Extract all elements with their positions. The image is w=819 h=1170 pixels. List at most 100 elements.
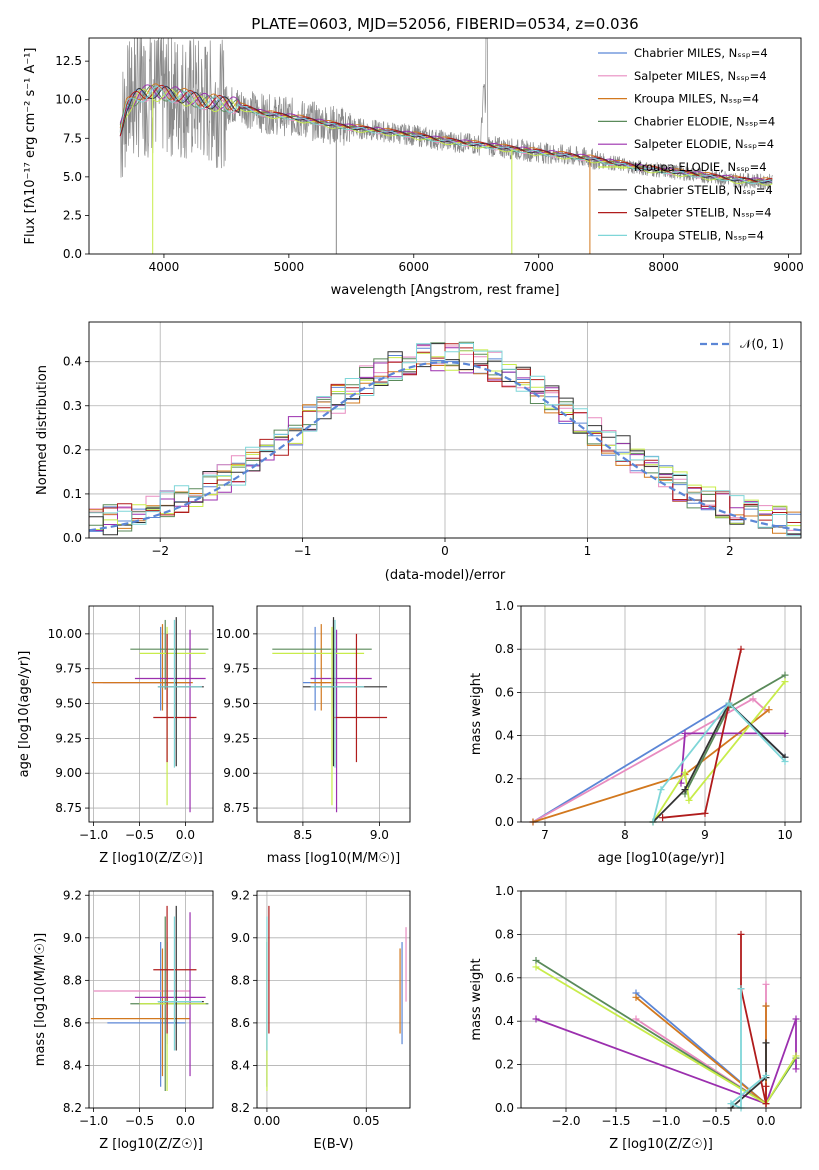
y-tick-label: 8.8 <box>63 973 82 987</box>
x-axis-label: Z [log10(Z/Z☉)] <box>99 851 203 866</box>
y-tick-label: 8.6 <box>63 1016 82 1030</box>
x-tick-label: 5000 <box>274 260 305 274</box>
y-tick-label: 8.2 <box>63 1101 82 1115</box>
weight-marker <box>781 758 789 766</box>
weight-marker <box>762 1100 770 1108</box>
y-tick-label: 8.4 <box>63 1058 82 1072</box>
legend-label: Salpeter ELODIE, Nₛₛₚ=4 <box>634 137 774 151</box>
y-tick-label: 0.3 <box>63 399 82 413</box>
axes-frame <box>88 890 214 1109</box>
y-tick-label: 8.75 <box>223 801 250 815</box>
y-tick-label: 9.75 <box>223 662 250 676</box>
y-tick-label: 9.00 <box>55 766 82 780</box>
weight-marker <box>737 645 745 653</box>
x-tick-label: −0.5 <box>125 1114 154 1128</box>
weight-marker <box>762 1002 770 1010</box>
weight-line-salpeter-miles <box>532 697 766 823</box>
weight-marker <box>532 956 540 964</box>
x-axis-label: (data-model)/error <box>385 568 506 583</box>
weight-marker <box>792 1052 800 1060</box>
legend-label: Chabrier ELODIE, Nₛₛₚ=4 <box>634 114 775 128</box>
y-tick-label: 0.1 <box>63 487 82 501</box>
axes-frame <box>256 605 411 823</box>
weight-line-salpeter-elodie <box>535 1018 797 1105</box>
weight-marker <box>659 814 667 822</box>
x-axis-label: E(B-V) <box>313 1137 353 1152</box>
x-tick-label: −1.0 <box>651 1114 680 1128</box>
y-axis-label: Normed distribution <box>35 365 50 495</box>
y-tick-label: 9.0 <box>63 931 82 945</box>
weight-marker <box>737 985 745 993</box>
x-tick-label: 0.0 <box>176 1114 195 1128</box>
weight-marker <box>532 963 540 971</box>
y-tick-label: 5.0 <box>63 170 82 184</box>
spectrum-data-line <box>119 38 773 190</box>
y-tick-label: 7.5 <box>63 131 82 145</box>
panel-6: 0.00 0.05 8.2 8.4 8.6 8.8 9.0 9.2 E(B-V) <box>231 888 411 1152</box>
panel-2: −1.0 −0.5 0.0 8.75 9.00 9.25 9.50 9.75 10.00 Z [l… <box>17 605 214 866</box>
x-tick-label: −1.5 <box>601 1114 630 1128</box>
legend-label: Chabrier STELIB, Nₛₛₚ=4 <box>634 183 773 197</box>
x-tick-label: −1 <box>294 544 312 558</box>
y-axis-label: mass weight <box>469 958 484 1040</box>
y-tick-label: 0.0 <box>495 1101 514 1115</box>
x-tick-label: 9 <box>701 828 709 842</box>
x-tick-label: 8000 <box>648 260 679 274</box>
y-tick-label: 0.0 <box>495 815 514 829</box>
y-tick-label: 0.4 <box>495 1014 514 1028</box>
y-tick-label: 10.0 <box>55 93 82 107</box>
weight-marker <box>681 729 689 737</box>
x-tick-label: 0.05 <box>353 1114 380 1128</box>
x-axis-label: mass [log10(M/M☉)] <box>267 851 400 866</box>
x-axis-label: Z [log10(Z/Z☉)] <box>99 1137 203 1152</box>
weight-line-salpeter-miles <box>635 984 767 1106</box>
x-tick-label: 0.0 <box>176 828 195 842</box>
y-tick-label: 0.4 <box>495 729 514 743</box>
y-tick-label: 1.0 <box>495 599 514 613</box>
y-tick-label: 9.2 <box>231 888 250 902</box>
figure-title: PLATE=0603, MJD=52056, FIBERID=0534, z=0… <box>251 15 638 33</box>
weight-marker <box>792 1015 800 1023</box>
x-tick-label: 4000 <box>149 260 180 274</box>
y-axis-label: Flux [fλ10⁻¹⁷ erg cm⁻² s⁻¹ A⁻¹] <box>23 48 38 245</box>
x-tick-label: 0 <box>441 544 449 558</box>
y-tick-label: 0.2 <box>495 772 514 786</box>
y-tick-label: 1.0 <box>495 884 514 898</box>
axes-frame <box>256 890 411 1109</box>
legend-label: Salpeter STELIB, Nₛₛₚ=4 <box>634 206 772 220</box>
weight-line-kroupa-miles <box>532 708 770 823</box>
y-tick-label: 8.75 <box>55 801 82 815</box>
legend-label: Salpeter MILES, Nₛₛₚ=4 <box>634 69 767 83</box>
spectrum-model-line-kroupa-stelib <box>119 86 773 184</box>
weight-marker <box>762 1082 770 1090</box>
weight-marker <box>532 1015 540 1023</box>
y-tick-label: 0.0 <box>63 531 82 545</box>
spectrum-model-line-chabrier-stelib <box>119 86 773 184</box>
x-tick-label: 10 <box>777 828 792 842</box>
x-tick-label: −2 <box>151 544 169 558</box>
weight-marker <box>632 1015 640 1023</box>
weight-marker <box>762 980 770 988</box>
weight-marker <box>727 1100 735 1108</box>
weight-marker <box>701 809 709 817</box>
x-tick-label: −0.5 <box>125 828 154 842</box>
weight-line-kroupa-stelib <box>729 988 767 1110</box>
axes-frame <box>520 605 802 823</box>
x-tick-label: −0.5 <box>701 1114 730 1128</box>
x-tick-label: 8 <box>621 828 629 842</box>
y-tick-label: 0.8 <box>495 927 514 941</box>
weight-marker <box>765 706 773 714</box>
y-axis-label: mass [log10(M/M☉)] <box>33 933 48 1066</box>
y-axis-label: mass weight <box>469 673 484 755</box>
legend-label: Kroupa MILES, Nₛₛₚ=4 <box>634 92 759 106</box>
weight-marker <box>781 678 789 686</box>
weight-line-chabrier-stelib <box>652 701 786 823</box>
weight-marker <box>762 1071 770 1079</box>
y-tick-label: 0.0 <box>63 247 82 261</box>
y-tick-label: 0.2 <box>63 443 82 457</box>
panel-0: 4000 5000 6000 7000 8000 9000 0.0 2.5 5.0 7.5 10.0… <box>23 37 804 298</box>
weight-line-salpeter-stelib <box>740 934 767 1104</box>
weight-marker <box>685 796 693 804</box>
y-tick-label: 12.5 <box>55 54 82 68</box>
y-tick-label: 9.0 <box>231 931 250 945</box>
